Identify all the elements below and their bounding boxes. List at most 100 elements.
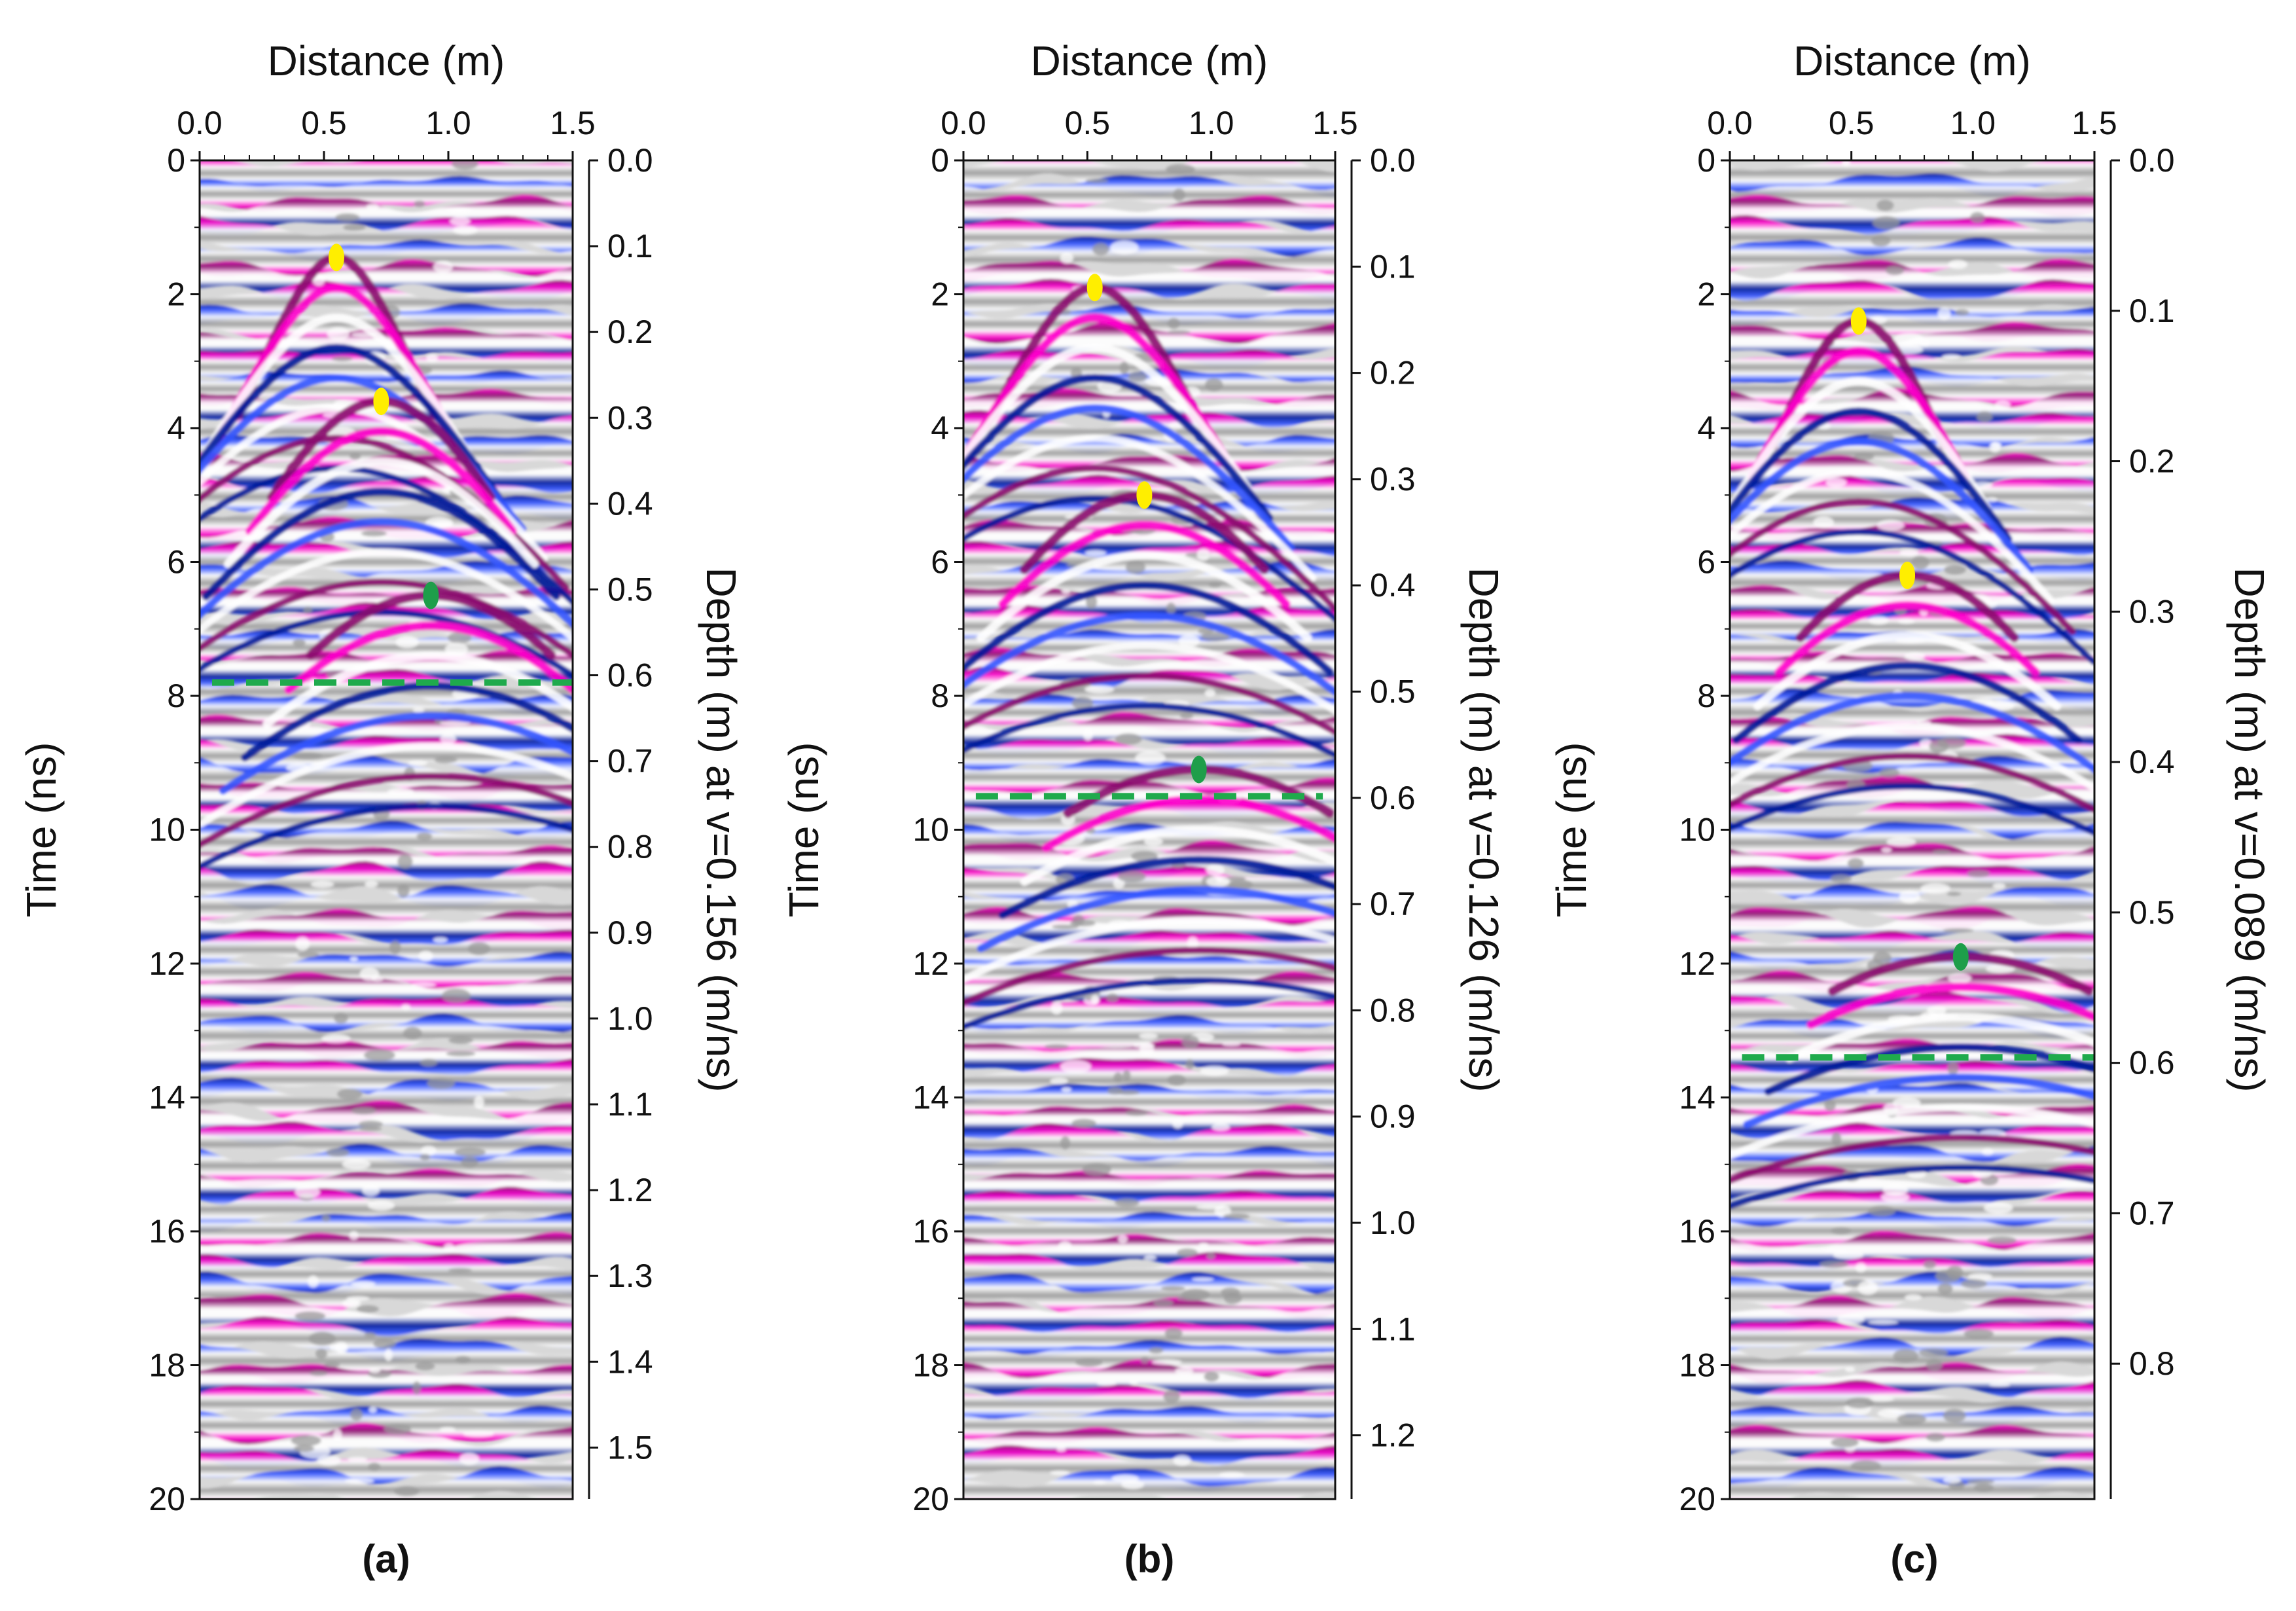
noise-speckle — [451, 160, 479, 170]
diffraction-hyperbola — [1730, 722, 2094, 793]
noise-speckle — [1196, 1204, 1225, 1210]
noise-speckle — [384, 1349, 393, 1362]
noise-speckle — [1850, 1460, 1882, 1472]
noise-speckle — [1995, 401, 2011, 410]
noise-speckle — [448, 1268, 473, 1273]
noise-speckle — [293, 639, 306, 647]
reflection-band — [1730, 1189, 2094, 1229]
noise-speckle — [1143, 837, 1163, 846]
diffraction-hyperbola — [284, 621, 573, 695]
depth-tick-label: 0.3 — [2129, 593, 2175, 630]
noise-speckle — [1893, 333, 1924, 345]
noise-speckle — [321, 1034, 351, 1043]
noise-speckle — [1899, 549, 1919, 556]
noise-speckle — [397, 884, 410, 897]
noise-speckle — [1140, 1356, 1149, 1364]
depth-tick-label: 0.9 — [1370, 1098, 1416, 1135]
noise-speckle — [1871, 235, 1891, 247]
y-tick-label: 20 — [912, 1481, 949, 1517]
depth-tick-label: 0.2 — [1370, 355, 1416, 391]
noise-speckle — [327, 327, 350, 340]
noise-speckle — [401, 1004, 411, 1011]
y-tick-label: 16 — [912, 1213, 949, 1250]
noise-speckle — [1937, 736, 1966, 750]
noise-speckle — [1115, 733, 1142, 745]
depth-tick-label: 0.3 — [1370, 461, 1416, 498]
diffraction-hyperbola — [219, 712, 573, 795]
depth-axis-title: Depth (m) at v=0.156 (m/ns) — [698, 567, 745, 1092]
reflection-band — [963, 195, 1335, 237]
diffraction-hyperbola — [1730, 692, 2094, 774]
noise-speckle — [455, 1356, 471, 1364]
noise-speckle — [1204, 1371, 1219, 1382]
noise-speckle — [1196, 548, 1210, 561]
reflection-band — [1730, 237, 2094, 281]
radargram-texture — [1730, 160, 2094, 1499]
noise-speckle — [1881, 847, 1892, 853]
reflection-band — [963, 1123, 1335, 1168]
noise-speckle — [416, 832, 433, 841]
noise-speckle — [366, 204, 380, 210]
noise-speckle — [1139, 1042, 1155, 1056]
noise-speckle — [361, 530, 387, 537]
depth-tick-label: 0.4 — [1370, 567, 1416, 604]
diffraction-hyperbola — [963, 434, 1317, 582]
noise-speckle — [1899, 890, 1920, 904]
depth-tick-label: 1.1 — [607, 1086, 653, 1123]
noise-speckle — [403, 1026, 422, 1040]
noise-speckle — [1161, 1286, 1185, 1291]
noise-speckle — [1831, 1227, 1852, 1235]
noise-speckle — [1118, 1235, 1128, 1244]
radargram-texture — [963, 160, 1335, 1499]
noise-speckle — [1179, 713, 1194, 719]
diffraction-hyperbola — [963, 374, 1274, 522]
reflection-band — [963, 1445, 1335, 1492]
noise-speckle — [441, 988, 471, 1004]
reflection-band — [963, 1189, 1335, 1229]
noise-speckle — [1144, 1255, 1157, 1260]
noise-speckle — [1948, 259, 1968, 269]
noise-speckle — [1868, 1320, 1899, 1325]
noise-speckle — [467, 942, 491, 956]
noise-speckle — [1211, 1123, 1230, 1131]
radargram-image — [963, 160, 1335, 1499]
reflection-band — [1730, 775, 2094, 824]
noise-speckle — [1842, 160, 1850, 167]
noise-speckle — [1893, 1349, 1919, 1363]
noise-speckle — [1897, 1413, 1927, 1425]
x-axis-top: 0.0 0.5 1.0 1.5 — [177, 105, 596, 160]
noise-speckle — [1223, 1213, 1250, 1220]
noise-speckle — [387, 787, 414, 796]
noise-speckle — [1075, 1358, 1103, 1367]
noise-speckle — [1117, 871, 1146, 882]
noise-speckle — [1060, 252, 1073, 264]
noise-speckle — [1200, 632, 1230, 642]
noise-speckle — [368, 1462, 381, 1472]
reflection-band — [1730, 884, 2094, 930]
y-tick-label: 10 — [1679, 812, 1715, 848]
noise-speckle — [1970, 211, 1985, 223]
noise-speckle — [1833, 1251, 1864, 1259]
noise-speckle — [454, 1148, 486, 1157]
diffraction-hyperbola — [200, 578, 573, 659]
noise-speckle — [1167, 317, 1180, 329]
noise-speckle — [1081, 1246, 1112, 1252]
diffraction-hyperbola — [200, 609, 573, 679]
noise-speckle — [1181, 1035, 1200, 1049]
noise-speckle — [414, 200, 425, 208]
noise-speckle — [297, 951, 319, 958]
diffraction-hyperbola — [1730, 1134, 2094, 1184]
noise-speckle — [1984, 1202, 2013, 1214]
noise-speckle — [1907, 1170, 1926, 1179]
noise-speckle — [1918, 1348, 1948, 1357]
noise-speckle — [1050, 1077, 1069, 1085]
diffraction-hyperbola — [977, 551, 1312, 642]
noise-speckle — [1876, 519, 1905, 532]
noise-speckle — [433, 937, 448, 943]
noise-speckle — [321, 1214, 331, 1222]
x-tick-label: 0.5 — [1065, 105, 1111, 141]
noise-speckle — [1845, 1397, 1874, 1409]
x-axis-title: Distance (m) — [1793, 37, 2031, 84]
radargram-image — [200, 160, 573, 1499]
y-tick-label: 0 — [167, 142, 185, 179]
